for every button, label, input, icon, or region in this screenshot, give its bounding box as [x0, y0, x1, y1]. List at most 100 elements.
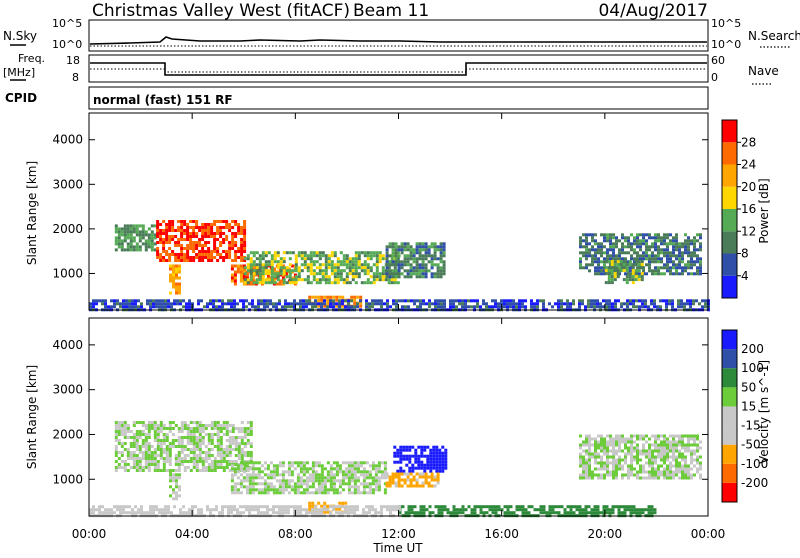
data-cell: [415, 481, 419, 485]
data-cell: [240, 469, 244, 472]
data-cell: [371, 488, 375, 492]
data-cell: [398, 505, 401, 509]
data-cell: [248, 485, 252, 489]
data-cell: [455, 508, 459, 512]
data-cell: [427, 475, 431, 479]
data-cell: [264, 266, 268, 270]
data-cell: [397, 269, 401, 273]
data-cell: [326, 488, 330, 492]
data-cell: [423, 469, 427, 473]
data-cell: [429, 451, 433, 455]
data-cell: [165, 226, 169, 229]
data-cell: [681, 455, 684, 459]
data-cell: [326, 476, 330, 480]
data-cell: [438, 451, 442, 455]
data-cell: [630, 248, 633, 252]
data-cell: [153, 233, 157, 237]
data-cell: [172, 285, 175, 289]
data-cell: [394, 254, 398, 258]
data-cell: [494, 302, 497, 306]
data-cell: [437, 508, 441, 512]
data-cell: [338, 491, 342, 495]
data-cell: [261, 257, 265, 261]
data-cell: [123, 460, 127, 463]
data-cell: [249, 278, 253, 282]
data-cell: [433, 251, 437, 255]
data-cell: [602, 299, 605, 303]
data-cell: [168, 241, 172, 244]
data-cell: [594, 458, 597, 462]
data-cell: [651, 455, 654, 459]
data-cell: [669, 242, 672, 246]
data-cell: [430, 472, 434, 476]
data-cell: [149, 302, 152, 306]
data-cell: [636, 476, 639, 480]
data-cell: [609, 239, 612, 243]
data-cell: [642, 467, 645, 471]
data-cell: [323, 479, 327, 483]
data-cell: [620, 511, 624, 515]
data-cell: [687, 236, 690, 240]
data-cell: [195, 220, 199, 223]
data-cell: [663, 458, 666, 462]
data-cell: [141, 466, 145, 469]
data-cell: [314, 295, 318, 299]
data-cell: [429, 457, 433, 461]
data-cell: [385, 275, 389, 279]
data-cell: [399, 454, 403, 458]
data-cell: [281, 461, 285, 465]
data-cell: [608, 305, 611, 309]
data-cell: [362, 476, 366, 480]
data-cell: [417, 457, 421, 461]
data-cell: [240, 259, 244, 262]
data-cell: [192, 244, 196, 247]
data-cell: [207, 247, 211, 250]
data-cell: [597, 452, 600, 456]
data-cell: [687, 476, 690, 480]
data-cell: [290, 485, 294, 489]
data-cell: [467, 305, 470, 309]
data-cell: [323, 508, 326, 512]
data-cell: [255, 278, 259, 282]
data-cell: [426, 466, 430, 470]
data-cell: [344, 508, 347, 512]
data-cell: [569, 305, 572, 309]
data-cell: [380, 473, 384, 477]
data-cell: [651, 251, 654, 255]
data-cell: [230, 467, 234, 471]
data-cell: [588, 254, 591, 258]
data-cell: [204, 229, 208, 232]
data-cell: [348, 281, 352, 285]
data-cell: [153, 424, 157, 427]
data-cell: [497, 508, 501, 512]
data-cell: [657, 464, 660, 468]
data-cell: [326, 301, 330, 305]
data-cell: [162, 433, 166, 436]
data-cell: [566, 305, 569, 309]
y-tick-label: 3000: [52, 383, 83, 397]
data-cell: [651, 461, 654, 465]
data-cell: [356, 491, 360, 495]
data-cell: [596, 511, 600, 515]
data-cell: [297, 266, 301, 270]
data-cell: [368, 491, 372, 495]
data-cell: [159, 259, 163, 262]
data-cell: [341, 473, 345, 477]
data-cell: [288, 278, 292, 282]
data-cell: [309, 254, 313, 258]
data-cell: [242, 511, 245, 515]
data-cell: [417, 463, 421, 467]
data-cell: [123, 224, 127, 228]
data-cell: [135, 445, 139, 448]
data-cell: [198, 250, 202, 253]
data-cell: [600, 455, 603, 459]
data-cell: [278, 279, 282, 283]
data-cell: [207, 226, 211, 229]
data-cell: [282, 269, 286, 273]
data-cell: [114, 224, 118, 228]
data-cell: [201, 232, 205, 235]
data-cell: [699, 446, 702, 450]
data-cell: [219, 424, 223, 427]
data-cell: [609, 437, 612, 441]
data-cell: [638, 511, 642, 515]
